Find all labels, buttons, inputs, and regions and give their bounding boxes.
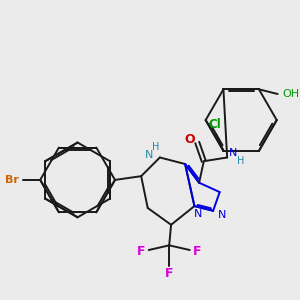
Text: F: F xyxy=(137,245,146,258)
Text: H: H xyxy=(152,142,160,152)
Text: OH: OH xyxy=(282,89,299,99)
Text: H: H xyxy=(237,156,244,166)
Text: F: F xyxy=(165,267,173,280)
Text: Br: Br xyxy=(5,175,19,185)
Text: N: N xyxy=(145,150,153,160)
Text: Cl: Cl xyxy=(208,118,221,131)
Text: F: F xyxy=(193,245,202,258)
Text: N: N xyxy=(229,148,237,158)
Text: O: O xyxy=(184,133,195,146)
Text: N: N xyxy=(218,209,227,220)
Text: N: N xyxy=(194,208,202,219)
